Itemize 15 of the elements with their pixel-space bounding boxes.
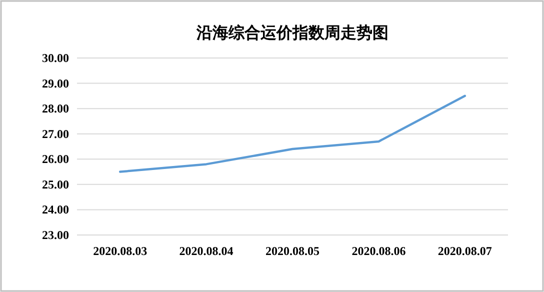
- x-tick-label: 2020.08.03: [93, 244, 148, 258]
- y-tick-label: 25.00: [42, 177, 69, 192]
- line-series: [118, 94, 466, 173]
- x-tick-label: 2020.08.07: [438, 244, 492, 258]
- x-tick-label: 2020.08.04: [179, 244, 234, 258]
- y-tick-label: 27.00: [42, 126, 69, 141]
- x-tick-label: 2020.08.06: [352, 244, 406, 258]
- y-tick-label: 30.00: [42, 51, 69, 65]
- y-tick-label: 24.00: [42, 202, 69, 217]
- y-tick-label: 29.00: [42, 76, 69, 90]
- chart-title: 沿海综合运价指数周走势图: [196, 24, 388, 42]
- y-tick-label: 28.00: [42, 102, 69, 116]
- y-tick-label: 23.00: [42, 228, 69, 242]
- x-tick-label: 2020.08.05: [266, 244, 320, 258]
- y-tick-label: 26.00: [42, 152, 69, 166]
